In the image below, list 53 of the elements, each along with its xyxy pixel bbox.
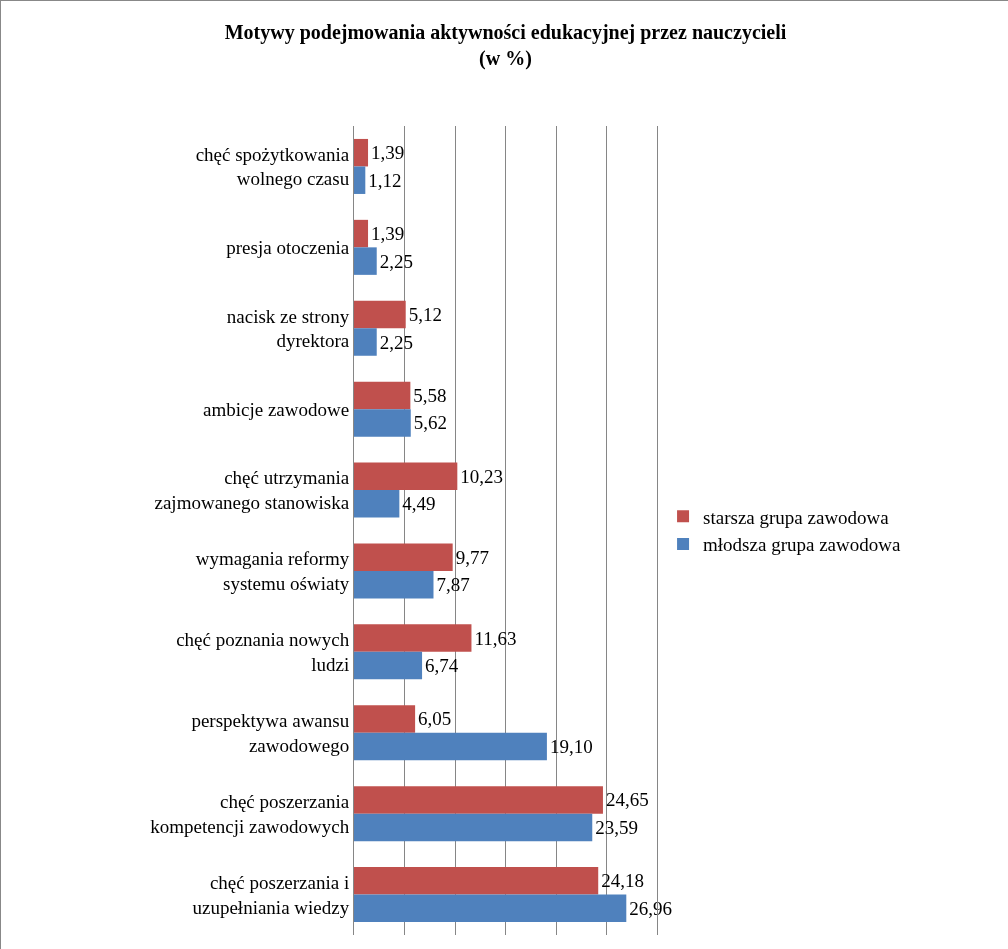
bar	[354, 624, 472, 652]
data-label: 11,63	[474, 627, 517, 649]
data-label: 1,39	[371, 142, 405, 164]
y-tick-label: ambicje zawodowe	[203, 398, 350, 420]
chart-title: Motywy podejmowania aktywności edukacyjnej przez nauczycieli (w %)	[224, 20, 787, 70]
bar	[354, 490, 400, 518]
legend-label: młodsza grupa zawodowa	[703, 534, 901, 556]
bar	[354, 867, 599, 895]
bar	[354, 219, 369, 248]
data-label: 9,77	[455, 546, 489, 568]
y-tick-label: nacisk ze strony dyrektora	[226, 305, 350, 352]
bar	[354, 570, 434, 599]
y-tick-label: wymagania reformy systemu oświaty	[195, 548, 350, 594]
data-label: 5,62	[413, 412, 448, 434]
bar	[354, 732, 547, 761]
y-tick-label: presja otoczenia	[226, 237, 350, 258]
bar	[354, 381, 411, 410]
bar	[354, 166, 366, 194]
data-label: 5,12	[408, 303, 442, 325]
data-label: 4,49	[402, 493, 436, 515]
bar	[354, 543, 453, 571]
bar	[354, 813, 593, 842]
data-label: 19,10	[549, 736, 593, 758]
data-label: 2,25	[379, 250, 413, 272]
bar	[354, 705, 416, 733]
y-tick-label: chęć poznania nowych ludzi	[176, 629, 350, 675]
legend-label: starsza grupa zawodowa	[703, 506, 890, 528]
bar	[354, 409, 411, 437]
y-tick-label: chęć poszerzania i uzupełniania wiedzy	[192, 871, 350, 918]
data-label: 26,96	[629, 897, 673, 919]
data-label: 6,05	[418, 708, 452, 730]
y-tick-label: chęć utrzymania zajmowanego stanowiska	[154, 467, 350, 514]
data-label: 24,65	[605, 789, 649, 811]
bar	[354, 894, 627, 923]
y-tick-label: perspektywa awansu zawodowego	[191, 710, 350, 756]
data-label: 5,58	[413, 384, 447, 406]
bar	[354, 328, 377, 356]
bar	[354, 462, 458, 491]
y-tick-label: chęć spożytkowania wolnego czasu	[195, 143, 350, 190]
bar	[354, 786, 603, 814]
data-label: 2,25	[379, 331, 413, 353]
data-label: 7,87	[436, 574, 470, 596]
data-label: 10,23	[460, 465, 504, 487]
y-tick-label: chęć poszerzania kompetencji zawodowych	[150, 790, 350, 837]
data-label: 6,74	[425, 655, 459, 677]
bar	[354, 138, 369, 167]
data-label: 24,18	[601, 870, 644, 892]
data-label: 1,12	[368, 169, 402, 191]
data-label: 23,59	[595, 816, 639, 838]
data-label: 1,39	[371, 223, 405, 245]
bar	[354, 651, 423, 680]
bar	[354, 247, 377, 275]
bar	[354, 300, 406, 329]
